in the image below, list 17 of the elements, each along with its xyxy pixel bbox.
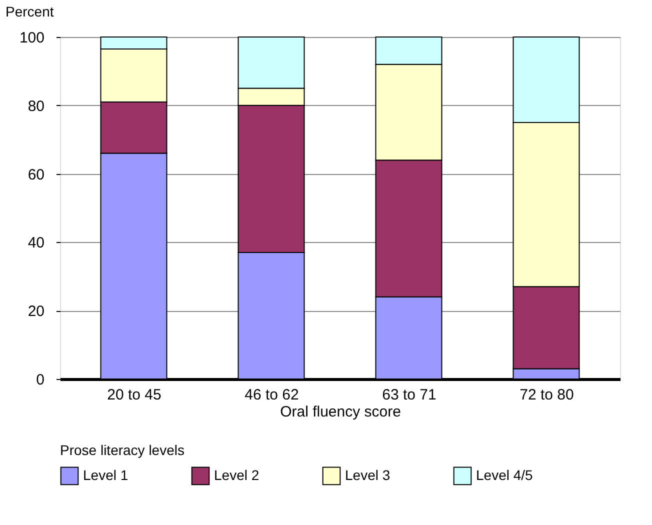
y-tick-label: 80 xyxy=(28,98,44,115)
y-tick-label: 60 xyxy=(28,166,44,184)
x-tick-label: 72 to 80 xyxy=(520,386,574,404)
x-axis-title: Oral fluency score xyxy=(280,404,401,420)
y-tick-label: 20 xyxy=(28,303,44,320)
x-tick-label: 63 to 71 xyxy=(382,386,436,404)
legend-title: Prose literacy levels xyxy=(60,442,184,458)
legend-label: Level 4/5 xyxy=(476,466,534,483)
x-tick-label: 20 to 45 xyxy=(107,386,162,404)
legend-label: Level 2 xyxy=(214,466,260,483)
legend-label: Level 3 xyxy=(345,466,390,483)
legend-label: Level 1 xyxy=(83,466,128,483)
y-tick-label: 0 xyxy=(36,372,44,388)
y-tick-label: 100 xyxy=(19,30,44,46)
y-axis-title: Percent xyxy=(6,4,54,20)
y-tick-label: 40 xyxy=(28,234,44,252)
x-tick-label: 46 to 62 xyxy=(244,386,299,404)
